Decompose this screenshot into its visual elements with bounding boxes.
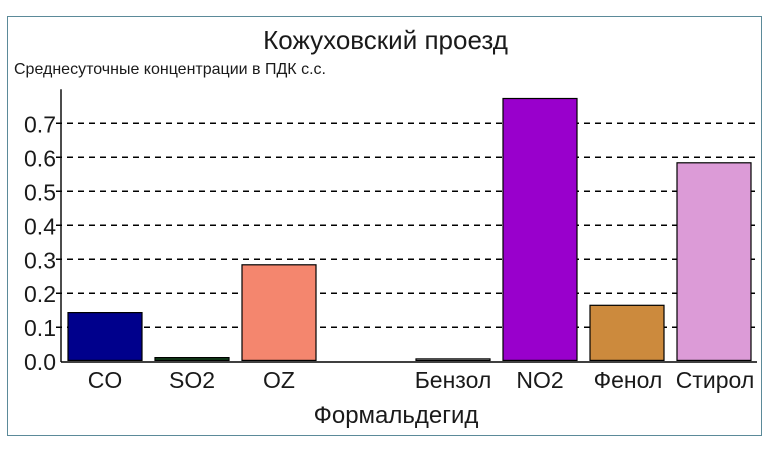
svg-text:NO2: NO2 (516, 367, 563, 393)
svg-text:OZ: OZ (263, 367, 295, 393)
svg-text:0.4: 0.4 (24, 213, 56, 239)
svg-text:Фенол: Фенол (594, 367, 663, 393)
svg-text:0.3: 0.3 (24, 247, 56, 273)
svg-text:Бензол: Бензол (415, 367, 492, 393)
svg-text:0.0: 0.0 (24, 349, 56, 375)
svg-text:Формальдегид: Формальдегид (314, 402, 479, 429)
svg-text:CO: CO (88, 367, 123, 393)
svg-text:0.1: 0.1 (24, 315, 56, 341)
svg-text:Стирол: Стирол (676, 367, 755, 393)
svg-text:0.6: 0.6 (24, 146, 56, 172)
svg-text:0.5: 0.5 (24, 180, 56, 206)
svg-text:SO2: SO2 (169, 367, 215, 393)
svg-text:0.7: 0.7 (24, 112, 56, 138)
svg-text:0.2: 0.2 (24, 281, 56, 307)
